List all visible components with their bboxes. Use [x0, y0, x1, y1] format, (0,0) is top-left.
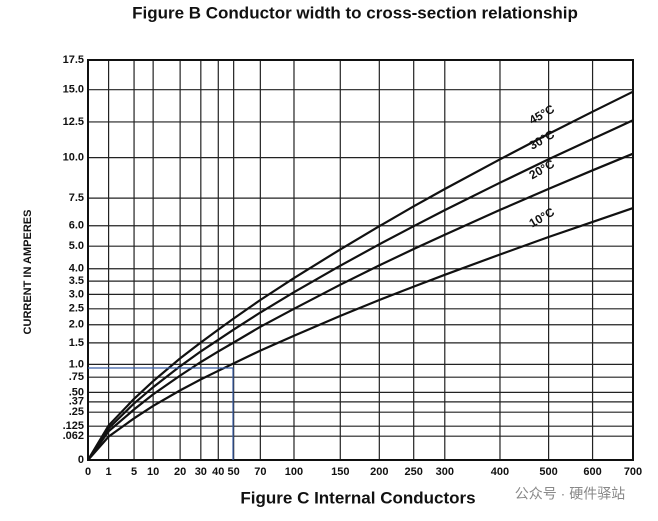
x-tick-label: 30 — [195, 466, 207, 478]
y-tick-label: 3.5 — [69, 275, 84, 287]
x-tick-label: 200 — [370, 466, 388, 478]
y-tick-label: 1.5 — [69, 337, 84, 349]
chart-title: Figure B Conductor width to cross-sectio… — [132, 3, 578, 22]
x-tick-label: 0 — [85, 466, 91, 478]
y-tick-label: .062 — [63, 430, 84, 442]
y-tick-label: .50 — [69, 386, 84, 398]
x-tick-label: 300 — [436, 466, 454, 478]
legend-label: 10°C — [527, 205, 558, 231]
y-tick-label: 7.5 — [69, 192, 84, 204]
y-tick-label: .37 — [69, 396, 84, 408]
y-tick-label: 2.0 — [69, 319, 84, 331]
legend-label: 45°C — [527, 102, 558, 128]
y-tick-label: .25 — [69, 406, 84, 418]
series-line — [87, 90, 634, 461]
x-tick-label: 400 — [491, 466, 509, 478]
x-tick-label: 250 — [405, 466, 423, 478]
y-tick-label: 3.0 — [69, 288, 84, 300]
x-tick-label: 5 — [131, 466, 137, 478]
x-tick-label: 500 — [539, 466, 557, 478]
x-tick-label: 40 — [212, 466, 224, 478]
y-tick-label: 4.0 — [69, 263, 84, 275]
x-tick-label: 50 — [228, 466, 240, 478]
plot-frame — [87, 59, 634, 461]
chart-subtitle: Figure C Internal Conductors — [240, 488, 475, 507]
y-tick-label: 15.0 — [63, 84, 84, 96]
x-tick-label: 150 — [331, 466, 349, 478]
y-tick-label: 12.5 — [63, 116, 84, 128]
plot-area: 0.062.125.25.37.50.751.01.52.02.53.03.54… — [63, 54, 643, 478]
y-tick-label: 6.0 — [69, 220, 84, 232]
watermark: 公众号 · 硬件驿站 — [515, 486, 625, 502]
x-tick-label: 10 — [147, 466, 159, 478]
series-line — [87, 207, 634, 461]
y-tick-label: .75 — [69, 371, 84, 383]
y-tick-label: 0 — [78, 454, 84, 466]
x-tick-label: 70 — [254, 466, 266, 478]
y-tick-label: 5.0 — [69, 240, 84, 252]
y-tick-label: .125 — [63, 420, 84, 432]
series-line — [87, 119, 634, 461]
y-tick-label: 10.0 — [63, 152, 84, 164]
guide-line — [88, 367, 234, 460]
y-axis-label: CURRENT IN AMPERES — [22, 210, 34, 335]
x-tick-label: 700 — [624, 466, 642, 478]
y-tick-label: 2.5 — [69, 303, 84, 315]
x-tick-label: 1 — [106, 466, 112, 478]
series-line — [87, 152, 634, 461]
x-tick-label: 20 — [174, 466, 186, 478]
y-tick-label: 1.0 — [69, 358, 84, 370]
x-tick-label: 600 — [583, 466, 601, 478]
x-tick-label: 100 — [285, 466, 303, 478]
y-tick-label: 17.5 — [63, 54, 84, 66]
legend-label: 20°C — [527, 157, 558, 183]
